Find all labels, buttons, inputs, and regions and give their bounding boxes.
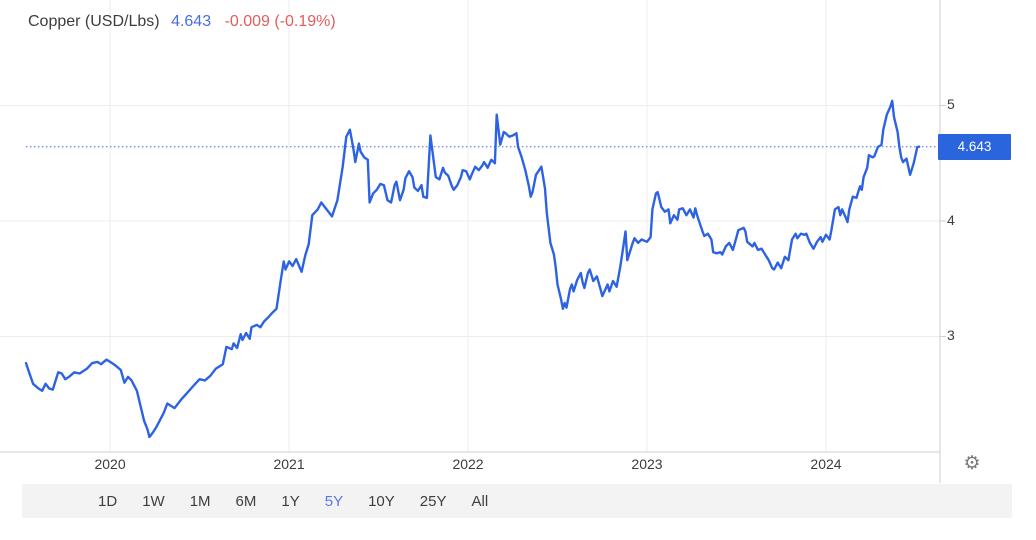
price-change: -0.009 (-0.19%) (224, 13, 336, 30)
range-button-25y[interactable]: 25Y (419, 492, 447, 510)
y-axis-label: 5 (947, 96, 955, 113)
current-price-tag: 4.643 (938, 134, 1011, 160)
chart-header: Copper (USD/Lbs) 4.643 -0.009 (-0.19%) (28, 13, 336, 31)
price-line-series (24, 99, 921, 439)
range-button-10y[interactable]: 10Y (368, 492, 395, 510)
range-button-1d[interactable]: 1D (98, 492, 118, 510)
x-axis-label: 2022 (452, 456, 484, 472)
range-button-1y[interactable]: 1Y (281, 492, 300, 510)
x-axis-label: 2024 (810, 456, 842, 472)
instrument-title: Copper (USD/Lbs) (28, 13, 160, 30)
range-button-6m[interactable]: 6M (235, 492, 257, 510)
x-axis-label: 2020 (94, 456, 126, 472)
x-axis-label: 2021 (273, 456, 305, 472)
range-button-1m[interactable]: 1M (189, 492, 211, 510)
range-button-all[interactable]: All (471, 492, 489, 510)
last-price: 4.643 (171, 13, 212, 30)
range-toolbar: 1D 1W 1M 6M 1Y 5Y 10Y 25Y All (22, 484, 1012, 518)
range-button-1w[interactable]: 1W (142, 492, 165, 510)
y-axis-label: 3 (947, 327, 955, 344)
settings-gear-icon[interactable]: ⚙ (963, 453, 981, 474)
x-axis-label: 2023 (631, 456, 663, 472)
y-axis-label: 4 (947, 211, 955, 228)
range-button-5y[interactable]: 5Y (324, 492, 344, 510)
